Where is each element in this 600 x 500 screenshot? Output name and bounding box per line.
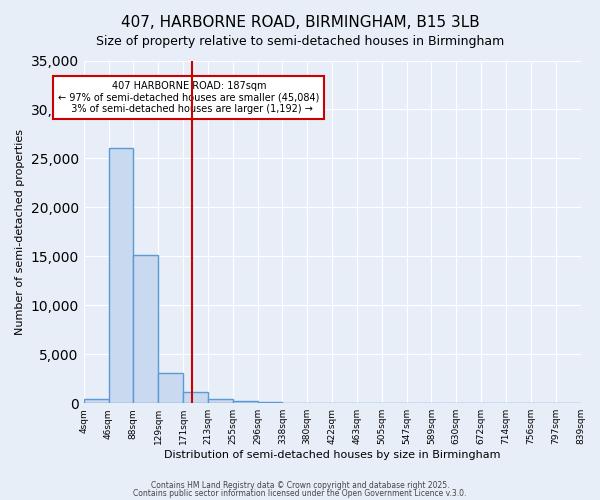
Bar (158, 373, 183, 403)
Bar (208, 400, 233, 403)
Text: 407 HARBORNE ROAD: 187sqm
← 97% of semi-detached houses are smaller (45,084)
  3: 407 HARBORNE ROAD: 187sqm ← 97% of semi-… (58, 81, 320, 114)
Bar (257, 402, 283, 403)
Y-axis label: Number of semi-detached properties: Number of semi-detached properties (15, 129, 25, 335)
Text: Contains public sector information licensed under the Open Government Licence v.: Contains public sector information licen… (133, 488, 467, 498)
Bar (83, 400, 109, 403)
Text: 407, HARBORNE ROAD, BIRMINGHAM, B15 3LB: 407, HARBORNE ROAD, BIRMINGHAM, B15 3LB (121, 15, 479, 30)
Bar (133, 256, 158, 403)
X-axis label: Distribution of semi-detached houses by size in Birmingham: Distribution of semi-detached houses by … (164, 450, 500, 460)
Text: Size of property relative to semi-detached houses in Birmingham: Size of property relative to semi-detach… (96, 35, 504, 48)
Bar (109, 148, 133, 403)
Bar (233, 401, 257, 403)
Bar (183, 392, 208, 403)
Text: Contains HM Land Registry data © Crown copyright and database right 2025.: Contains HM Land Registry data © Crown c… (151, 481, 449, 490)
